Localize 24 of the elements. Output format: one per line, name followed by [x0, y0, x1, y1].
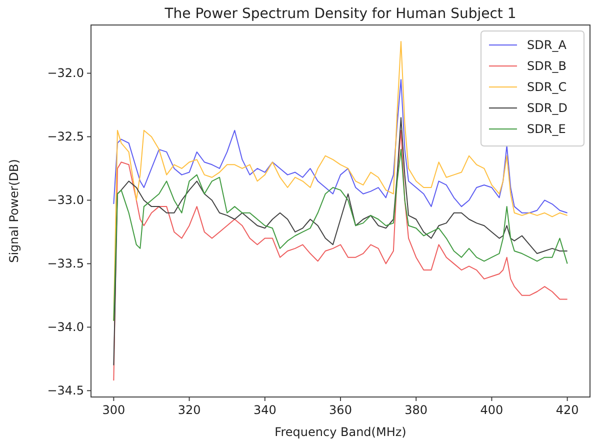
line-series	[113, 148, 568, 322]
line-series	[113, 79, 568, 214]
legend-label: SDR_E	[527, 122, 566, 136]
y-axis-title: Signal Power(DB)	[7, 159, 21, 263]
legend-label: SDR_C	[527, 80, 567, 94]
y-tick-label: −34.0	[47, 320, 84, 334]
x-tick-label: 380	[404, 403, 428, 417]
x-tick-label: 320	[178, 403, 201, 417]
x-axis-title: Frequency Band(MHz)	[274, 425, 406, 439]
y-tick-label: −33.0	[47, 193, 84, 208]
legend-label: SDR_B	[527, 59, 566, 73]
y-tick-label: −32.5	[47, 130, 84, 144]
line-series	[113, 41, 568, 322]
x-tick-label: 420	[556, 403, 579, 417]
legend-label: SDR_A	[527, 38, 568, 52]
legend-label: SDR_D	[527, 101, 568, 115]
y-tick-label: −32.0	[47, 66, 84, 80]
x-tick-label: 300	[102, 403, 126, 417]
x-tick-label: 340	[253, 403, 276, 417]
x-tick-label: 400	[480, 403, 504, 417]
y-tick-label: −34.5	[47, 384, 84, 398]
x-tick-label: 360	[329, 403, 352, 417]
chart-title: The Power Spectrum Density for Human Subject 1	[164, 6, 516, 22]
y-tick-label: −33.5	[47, 256, 84, 271]
